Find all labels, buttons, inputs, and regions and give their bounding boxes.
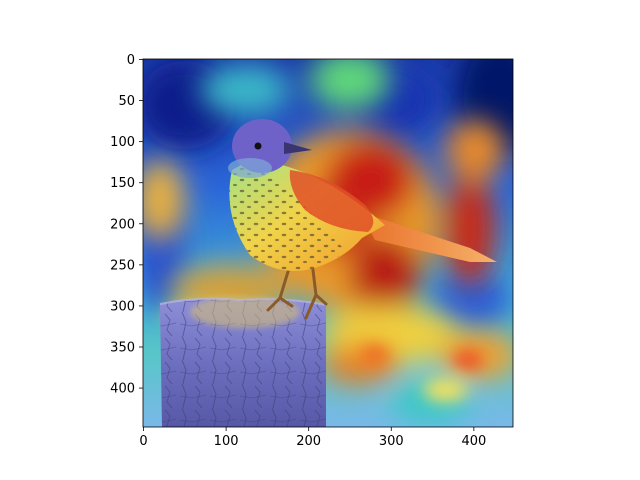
y-tick-label: 250 [110, 258, 135, 273]
bird-wing [289, 170, 374, 232]
y-tick-label: 200 [110, 217, 135, 232]
x-tick-label: 100 [214, 434, 239, 449]
bird-beak [284, 142, 312, 154]
x-axis-ticks: 0 100 200 300 400 [139, 427, 486, 449]
x-tick-label: 0 [139, 434, 147, 449]
y-axis-ticks: 0 50 100 150 200 250 300 350 400 [110, 53, 143, 397]
y-tick-label: 100 [110, 135, 135, 150]
y-tick-label: 350 [110, 341, 135, 356]
y-tick-label: 400 [110, 382, 135, 397]
bird [228, 119, 497, 320]
x-tick-label: 400 [461, 434, 486, 449]
wooden-post [159, 296, 327, 427]
x-tick-label: 300 [379, 434, 404, 449]
y-tick-label: 50 [118, 94, 135, 109]
x-tick-label: 200 [296, 434, 321, 449]
y-tick-label: 150 [110, 176, 135, 191]
bird-eye [254, 142, 262, 150]
axes-frame [142, 58, 514, 428]
cold-regions [143, 59, 513, 330]
bird-tail [360, 212, 497, 262]
heatmap-image [143, 59, 513, 427]
y-tick-label: 0 [127, 53, 135, 68]
y-tick-label: 300 [110, 299, 135, 314]
